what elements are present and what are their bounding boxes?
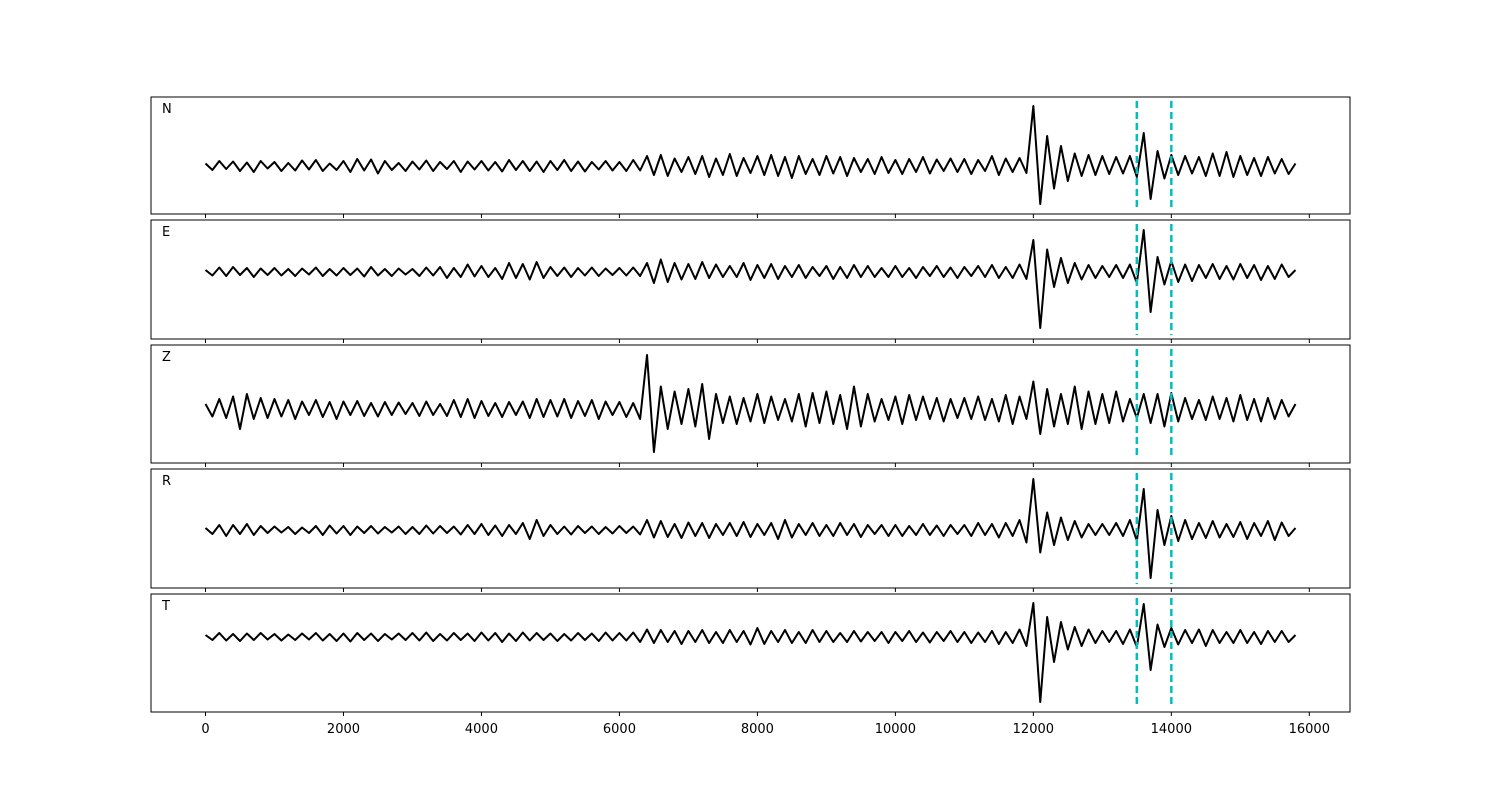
waveform [204,602,1297,703]
panel-label: N [162,102,172,117]
x-tick-label: 14000 [1151,722,1192,737]
waveform [204,105,1297,205]
x-tick-label: 12000 [1013,722,1054,737]
waveform [204,229,1297,329]
panel-label: E [162,225,170,240]
x-tick-label: 0 [201,722,209,737]
x-tick-label: 2000 [327,722,360,737]
x-tick-label: 10000 [875,722,916,737]
panel-frame [150,219,1351,340]
x-tick-label: 8000 [741,722,774,737]
panel-label: Z [162,350,171,365]
waveform [204,478,1297,579]
panel-label: R [162,474,171,489]
panel-label: T [161,599,170,614]
x-tick-label: 16000 [1289,722,1330,737]
panel-frame [150,593,1351,713]
x-tick-label: 4000 [465,722,498,737]
panel-frame [150,96,1351,215]
panel-frame [150,468,1351,589]
waveform [204,354,1297,453]
panel-frame [150,344,1351,464]
x-tick-label: 6000 [603,722,636,737]
